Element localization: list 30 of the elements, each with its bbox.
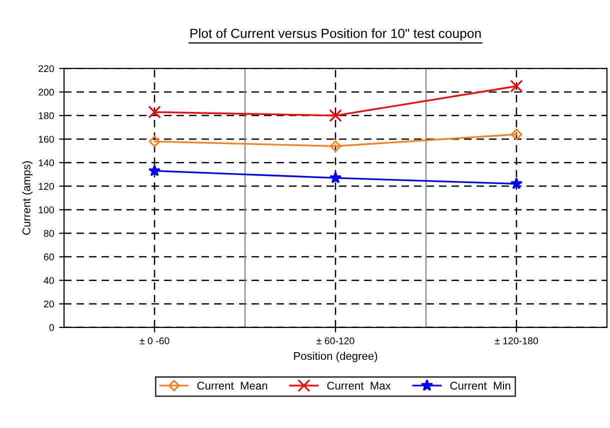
y-tick-label: 60 xyxy=(44,254,54,260)
point xyxy=(148,164,161,176)
point xyxy=(330,140,342,152)
point xyxy=(510,177,523,190)
x-tick-label: ± 60-120 xyxy=(316,337,354,344)
x-tick-label: ± 0 -60 xyxy=(140,337,170,344)
legend-label: Current Max xyxy=(327,382,391,390)
point xyxy=(510,80,523,93)
point xyxy=(329,109,342,122)
y-tick-label: 100 xyxy=(38,206,54,214)
legend-label: Current Min xyxy=(450,381,510,390)
y-axis-title: Current (amps) xyxy=(22,161,33,235)
y-tick-label: 220 xyxy=(38,65,54,72)
x-tick-label: ± 120-180 xyxy=(494,337,538,344)
y-tick-label: 0 xyxy=(49,324,54,332)
point xyxy=(510,128,522,140)
legend-label: Current Mean xyxy=(197,382,268,390)
y-tick-label: 200 xyxy=(38,88,54,96)
y-tick-label: 160 xyxy=(38,136,54,143)
point xyxy=(148,106,161,118)
y-tick-label: 20 xyxy=(44,300,54,308)
y-tick-label: 120 xyxy=(38,182,54,190)
y-tick-label: 180 xyxy=(38,112,54,120)
chart-title: Plot of Current versus Position for 10" test coupon xyxy=(190,28,481,41)
y-tick-label: 80 xyxy=(44,230,54,237)
y-tick-label: 140 xyxy=(38,159,54,166)
y-tick-label: 40 xyxy=(44,277,54,284)
point xyxy=(148,136,160,148)
point xyxy=(329,172,342,184)
x-axis-title: Position (degree) xyxy=(294,352,378,362)
